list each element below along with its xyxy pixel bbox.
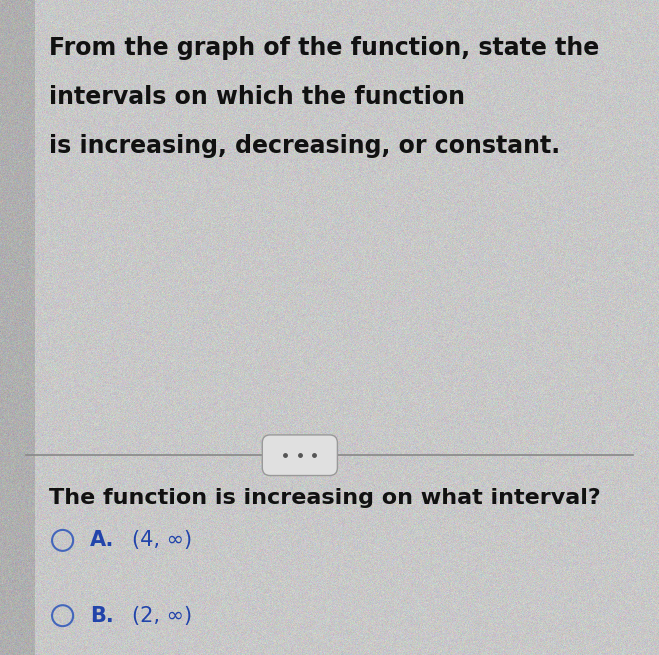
Text: (2, ∞): (2, ∞): [132, 606, 192, 626]
Text: The function is increasing on what interval?: The function is increasing on what inter…: [49, 488, 601, 508]
FancyBboxPatch shape: [262, 435, 337, 476]
Text: (4, ∞): (4, ∞): [132, 531, 192, 550]
Text: A.: A.: [90, 531, 115, 550]
Text: is increasing, decreasing, or constant.: is increasing, decreasing, or constant.: [49, 134, 561, 159]
Text: intervals on which the function: intervals on which the function: [49, 85, 465, 109]
Text: From the graph of the function, state the: From the graph of the function, state th…: [49, 36, 600, 60]
Text: B.: B.: [90, 606, 114, 626]
